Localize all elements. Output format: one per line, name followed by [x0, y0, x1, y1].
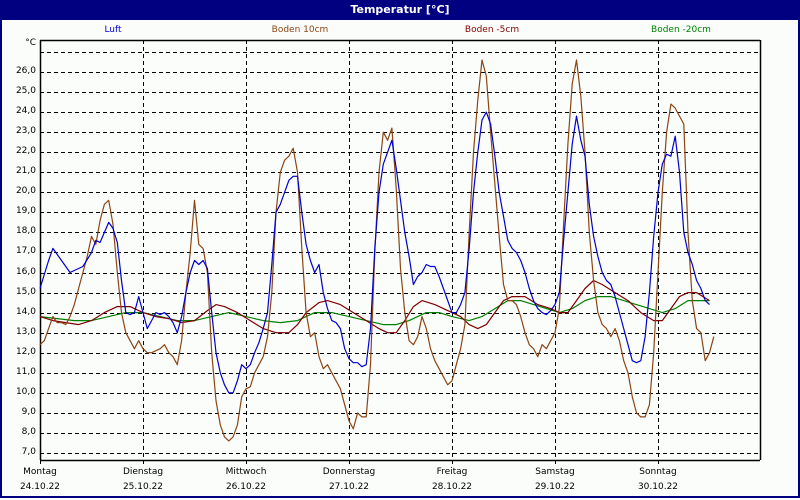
x-tick-date: 28.10.22 — [431, 482, 473, 492]
y-tick-label: 13,0 — [15, 326, 36, 337]
x-tick-date: 27.10.22 — [328, 482, 370, 492]
y-tick-label: 8,0 — [21, 426, 36, 437]
legend-item: Boden -20cm — [651, 25, 711, 35]
y-tick-label: 24,0 — [15, 106, 36, 117]
y-tick-label: 21,0 — [15, 166, 36, 177]
x-tick-day: Samstag — [535, 467, 575, 477]
x-tick-day: Sonntag — [639, 467, 677, 477]
x-tick-date: 24.10.22 — [19, 482, 61, 492]
y-tick-label: 19,0 — [15, 206, 36, 217]
y-tick-label: 7,0 — [21, 446, 36, 457]
x-tick-date: 25.10.22 — [122, 482, 164, 492]
x-tick-day: Dienstag — [122, 467, 164, 477]
chart-title: Temperatur [°C] — [0, 0, 800, 20]
series-line-luft — [39, 111, 710, 394]
y-tick-label: 17,0 — [15, 246, 36, 257]
x-tick-date: 29.10.22 — [534, 482, 576, 492]
y-tick-label: 16,0 — [15, 266, 36, 277]
y-tick-label: 25,0 — [15, 86, 36, 97]
y-tick-label: 12,0 — [15, 346, 36, 357]
legend-item: Boden 10cm — [271, 25, 329, 35]
y-axis-unit: °C — [25, 38, 36, 48]
x-tick-day: Montag — [23, 467, 57, 477]
y-tick-label: 23,0 — [15, 126, 36, 137]
y-tick-label: 10,0 — [15, 386, 36, 397]
x-tick-date: 26.10.22 — [225, 482, 267, 492]
x-tick-day: Mittwoch — [225, 467, 267, 477]
y-tick-label: 18,0 — [15, 226, 36, 237]
legend-item: Boden -5cm — [464, 25, 520, 35]
x-tick-day: Freitag — [436, 467, 468, 477]
y-tick-label: 20,0 — [15, 186, 36, 197]
y-tick-label: 11,0 — [15, 366, 36, 377]
x-tick-day: Donnerstag — [322, 467, 376, 477]
x-tick-date: 30.10.22 — [637, 482, 679, 492]
y-tick-label: 15,0 — [15, 286, 36, 297]
y-tick-label: 26,0 — [15, 66, 36, 76]
y-tick-label: 14,0 — [15, 306, 36, 317]
y-tick-label: 22,0 — [15, 146, 36, 157]
legend-item: Luft — [104, 25, 122, 35]
y-tick-label: 9,0 — [21, 406, 36, 417]
